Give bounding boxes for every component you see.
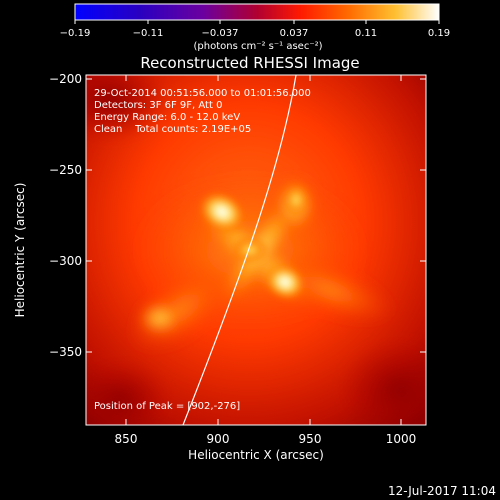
colorbar-tick-label: 0.11 xyxy=(355,28,377,39)
info-peak-position: Position of Peak = [902,-276] xyxy=(94,401,240,412)
y-axis-label: Heliocentric Y (arcsec) xyxy=(13,183,27,318)
info-energy-range: Energy Range: 6.0 - 12.0 keV xyxy=(94,112,240,123)
y-tick-label: −350 xyxy=(49,345,82,359)
y-tick-label: −300 xyxy=(49,254,82,268)
x-tick-label: 950 xyxy=(299,432,322,446)
solar-limb-line xyxy=(182,75,297,425)
info-time-range: 29-Oct-2014 00:51:56.000 to 01:01:56.000 xyxy=(94,88,311,99)
y-axis-ticks xyxy=(86,78,426,353)
y-tick-label: −200 xyxy=(49,72,82,86)
colorbar-unit-label: (photons cm⁻² s⁻¹ asec⁻²) xyxy=(193,41,322,52)
x-tick-label: 900 xyxy=(207,432,230,446)
plot-frame xyxy=(85,74,427,426)
x-axis-label: Heliocentric X (arcsec) xyxy=(188,448,324,462)
x-tick-label: 1000 xyxy=(386,432,417,446)
colorbar-tick-label: 0.037 xyxy=(280,28,309,39)
colorbar-tick-label: −0.037 xyxy=(201,28,238,39)
rhessi-image xyxy=(86,75,426,425)
x-axis-ticks xyxy=(125,75,402,425)
info-detectors: Detectors: 3F 6F 9F, Att 0 xyxy=(94,100,222,111)
colorbar-tick-label: 0.19 xyxy=(428,28,450,39)
y-tick-label: −250 xyxy=(49,163,82,177)
plot-title: Reconstructed RHESSI Image xyxy=(140,54,359,72)
colorbar-tick-label: −0.11 xyxy=(133,28,164,39)
colorbar-ticks xyxy=(74,20,440,24)
info-clean-counts: Clean Total counts: 2.19E+05 xyxy=(94,124,251,135)
x-tick-label: 850 xyxy=(115,432,138,446)
colorbar-tick-label: −0.19 xyxy=(60,28,91,39)
colorbar xyxy=(74,3,440,21)
footer-date: 12-Jul-2017 11:04 xyxy=(388,484,496,498)
